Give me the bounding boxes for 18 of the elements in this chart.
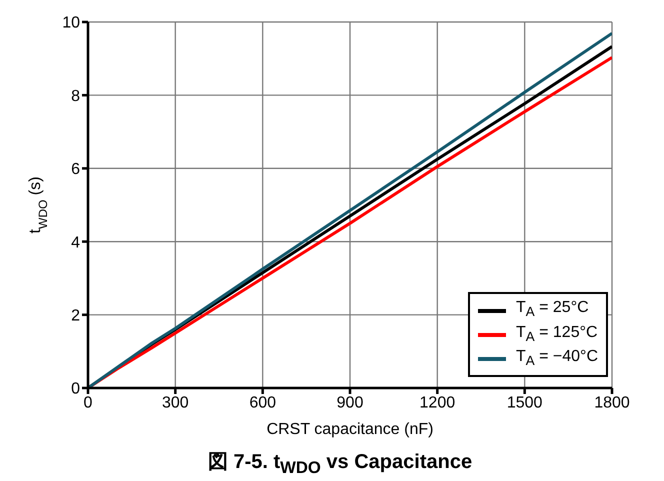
legend-label: T$_{A}$ = 125°C <box>516 322 598 346</box>
y-tick-label: 2 <box>71 307 80 324</box>
text: 図 7-5. t$_{WDO}$ vs Capacitance <box>206 450 474 478</box>
y-tick-label: 4 <box>71 234 80 252</box>
x-axis-title: CRST capacitance (nF) <box>266 421 434 438</box>
x-tick-label: 1200 <box>420 394 456 412</box>
y-tick-label: 6 <box>71 161 80 178</box>
x-tick-label: 1800 <box>594 394 630 412</box>
x-tick-label: 600 <box>249 394 276 412</box>
y-tick-label: 10 <box>62 14 80 32</box>
x-tick-label: 1500 <box>506 394 543 412</box>
x-tick-label: 900 <box>336 394 364 412</box>
legend-label: T$_{A}$ = −40°C <box>516 346 598 370</box>
y-tick-label: 0 <box>71 380 80 398</box>
y-tick-label: 8 <box>71 88 80 105</box>
x-tick-label: 300 <box>162 394 189 412</box>
legend-label: T$_{A}$ = 25°C <box>516 298 589 322</box>
x-tick-label: 0 <box>84 394 93 412</box>
